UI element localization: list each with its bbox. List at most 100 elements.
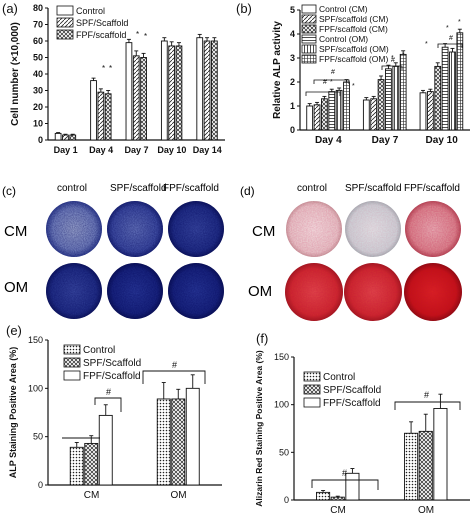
- bar: [171, 398, 186, 486]
- legend-swatch: [63, 357, 81, 368]
- significance-star: *: [109, 64, 112, 73]
- y-tick-label: 40: [33, 69, 43, 79]
- stain-col-control-d: control: [297, 183, 327, 194]
- legend-swatch: [301, 34, 317, 44]
- category-label: OM: [418, 505, 434, 516]
- panel-label-e: (e): [6, 323, 22, 338]
- bar: [434, 65, 442, 131]
- legend-label: SPF/Scaffold: [76, 18, 128, 28]
- chart-a: (a) 0 10 20 30 40 50 60 70 80 Cell number (×10,000…: [2, 1, 225, 155]
- bar: [203, 40, 211, 141]
- bar: [84, 442, 99, 486]
- legend-label: SPF/scaffold (CM): [319, 14, 388, 24]
- y-axis-label: Relative ALP activity: [272, 21, 283, 119]
- legend-swatch: [301, 14, 317, 24]
- significance-hash: #: [449, 35, 453, 42]
- significance-bracket: [305, 91, 341, 96]
- significance-star: *: [391, 55, 394, 62]
- category-label: Day 7: [372, 135, 399, 146]
- y-axis-label: Cell number (×10,000): [10, 22, 21, 126]
- category-label: CM: [84, 490, 100, 501]
- y-axis-label: Alizarin Red Staining Positive Area (%): [254, 350, 264, 507]
- y-tick-label: 20: [33, 102, 43, 112]
- y-tick-label: 50: [279, 447, 289, 457]
- category-label: Day 14: [193, 145, 222, 155]
- legend-swatch: [301, 24, 317, 34]
- well-texture: [344, 263, 402, 321]
- y-tick-label: 10: [33, 119, 43, 129]
- stain-row-cm-d: CM: [252, 223, 275, 240]
- legend-label: Control: [76, 6, 105, 16]
- y-tick-label: 50: [33, 53, 43, 63]
- y-tick-label: 5: [290, 5, 295, 15]
- significance-star: *: [402, 52, 405, 59]
- well-texture: [46, 201, 102, 257]
- bar: [98, 414, 113, 486]
- category-label: Day 1: [54, 145, 78, 155]
- y-tick-label: 70: [33, 20, 43, 30]
- legend-swatch: [56, 29, 74, 40]
- bar: [69, 134, 77, 141]
- bar: [132, 55, 140, 141]
- panel-label-f: (f): [256, 331, 268, 346]
- well-texture: [46, 263, 102, 319]
- well-texture: [405, 201, 461, 257]
- legend-swatch: [303, 371, 321, 382]
- bar: [69, 446, 84, 486]
- stain-row-om-c: OM: [4, 279, 28, 296]
- legend-label: Control (CM): [319, 4, 368, 14]
- y-tick-label: 60: [33, 36, 43, 46]
- bar: [156, 398, 171, 486]
- bar: [104, 93, 112, 141]
- y-tick-label: 0: [290, 125, 295, 135]
- significance-bracket: [142, 370, 206, 384]
- y-tick-label: 2: [290, 77, 295, 87]
- significance-hash: #: [391, 57, 395, 64]
- legend-swatch: [301, 44, 317, 54]
- significance-star: *: [352, 83, 355, 90]
- significance-hash: #: [106, 387, 111, 397]
- stain-col-fpf-c: FPF/scaffold: [163, 183, 219, 194]
- legend-swatch: [301, 54, 317, 64]
- well-texture: [168, 263, 224, 319]
- category-label: OM: [170, 490, 186, 501]
- stain-col-spf-d: SPF/scaffold: [345, 183, 402, 194]
- significance-star: *: [330, 79, 333, 86]
- legend-swatch: [63, 370, 81, 381]
- significance-star: *: [446, 25, 449, 32]
- chart-b: (b) 0 1 2 3 4 5 Relative ALP activity Day 4 Day 7…: [236, 1, 470, 146]
- bar: [90, 80, 97, 141]
- bar: [97, 91, 105, 141]
- legend-label: SPF/Scaffold: [323, 385, 381, 396]
- legend-label: FPF/scaffold (CM): [319, 24, 388, 34]
- bar: [125, 42, 133, 141]
- significance-markers: * ** **** ****########: [62, 19, 463, 490]
- well-texture: [107, 201, 163, 257]
- significance-bracket: [311, 479, 379, 490]
- category-label: Day 4: [89, 145, 113, 155]
- significance-star: *: [458, 19, 461, 26]
- legend-swatch: [301, 4, 317, 14]
- y-tick-label: 1: [290, 101, 295, 111]
- legend-swatch: [303, 384, 321, 395]
- bar: [449, 51, 456, 131]
- bar: [54, 132, 62, 141]
- y-tick-label: 0: [38, 480, 43, 490]
- legend-label: SPF/scaffold (OM): [319, 44, 389, 54]
- bar: [419, 92, 427, 131]
- bar: [313, 104, 321, 131]
- y-tick-label: 100: [28, 383, 43, 393]
- bar: [441, 46, 449, 131]
- significance-star: *: [136, 30, 139, 39]
- stain-col-control-c: control: [57, 183, 87, 194]
- y-tick-label: 80: [33, 3, 43, 13]
- bar: [196, 37, 204, 141]
- stain-col-spf-c: SPF/scaffold: [110, 183, 167, 194]
- bar: [175, 45, 183, 141]
- significance-bracket: [313, 79, 350, 84]
- significance-hash: #: [172, 360, 177, 370]
- y-tick-label: 3: [290, 53, 295, 63]
- bar: [418, 430, 433, 501]
- bar: [335, 89, 343, 131]
